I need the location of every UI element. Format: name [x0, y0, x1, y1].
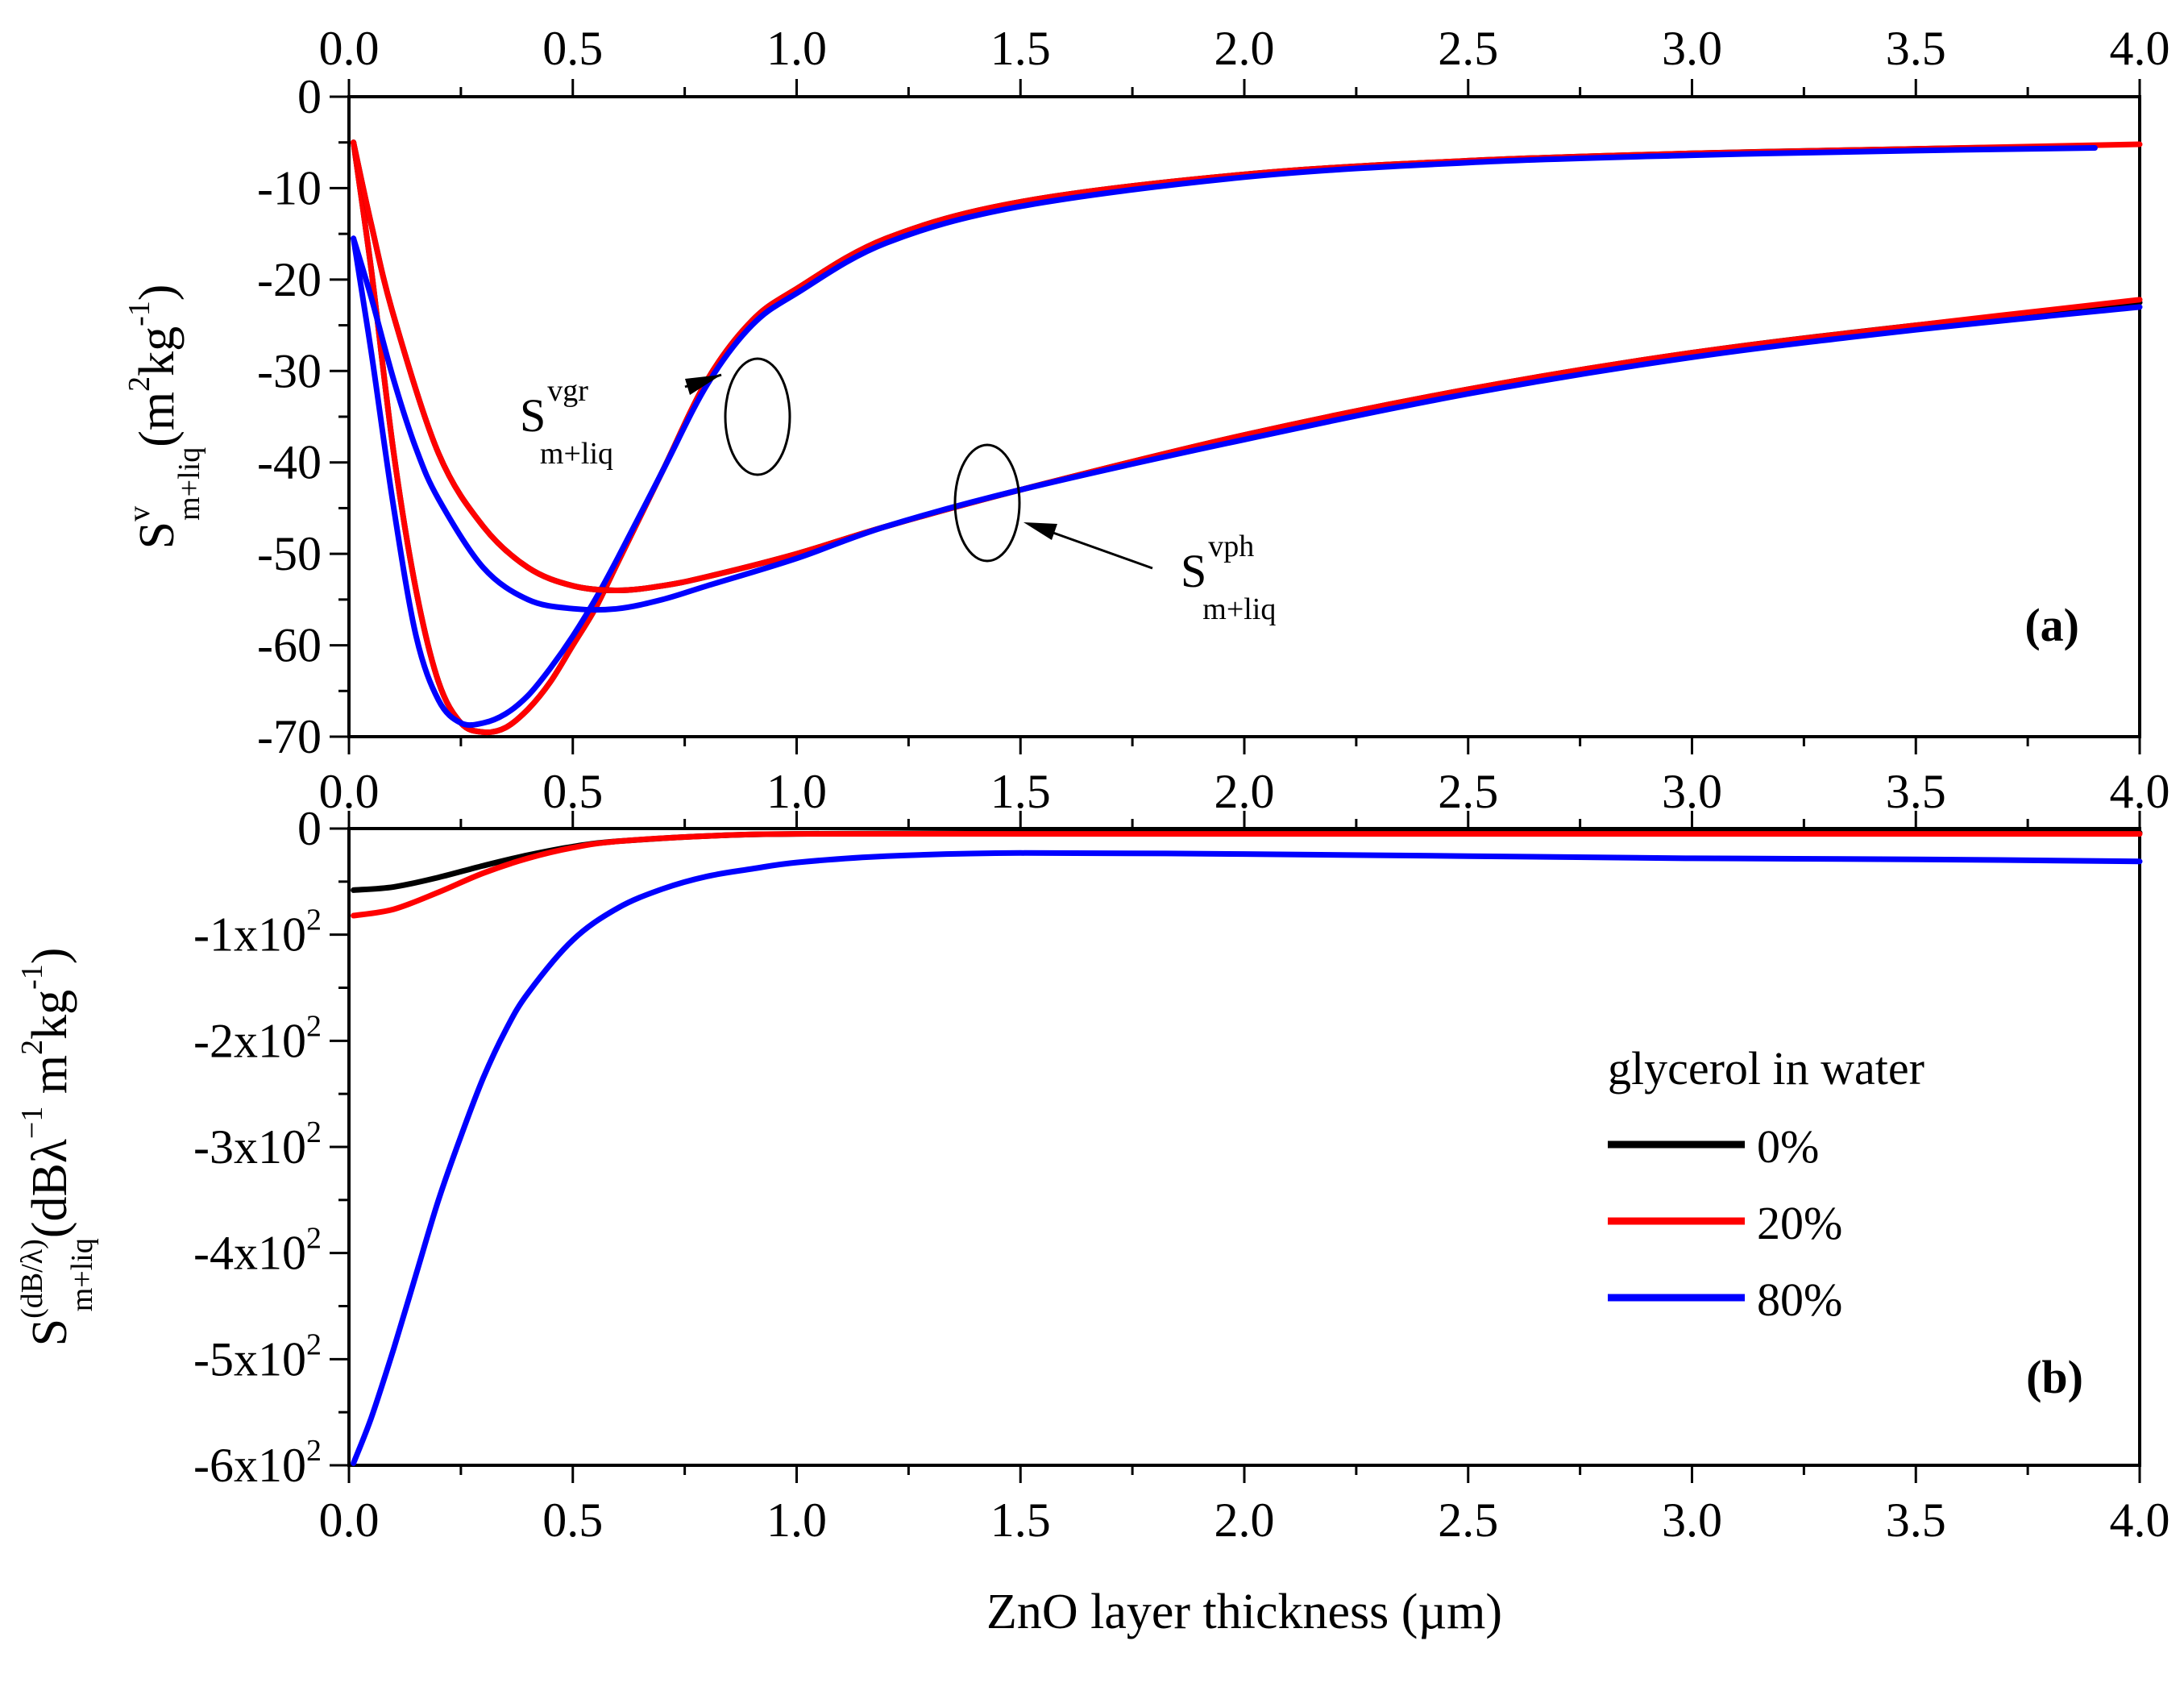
- x-tick-label-top: 4.0: [2110, 22, 2170, 75]
- panel-b-x-ticks: [347, 1465, 2141, 1483]
- panel-a-frame: [347, 95, 2141, 738]
- panel-a-y-tick-labels: 0 -10 -20 -30 -40 -50 -60 -70: [257, 70, 322, 763]
- panel-b-y-axis-label: S(dB/λ) m+liq(dBλ−1 m2kg-1): [15, 948, 99, 1347]
- annotation-vph-ellipse: [953, 443, 1021, 563]
- x-tick-label: 1.0: [766, 1494, 827, 1547]
- x-tick-label-top: 0.5: [542, 22, 603, 75]
- y-tick-label: -4x102: [193, 1222, 322, 1280]
- annotation-vgr-ellipse: [724, 357, 791, 476]
- legend-entry-1: 20%: [1608, 1197, 1842, 1249]
- panel-b-label: (b): [2026, 1351, 2083, 1403]
- x-tick-label: 2.0: [1214, 765, 1275, 818]
- y-tick-label: -3x102: [193, 1115, 322, 1174]
- panel-a-series: [351, 139, 2143, 736]
- x-tick-label-top: 0.0: [319, 22, 380, 75]
- y-tick-label: -1x102: [193, 904, 322, 962]
- panel-b-y-ticks: [330, 827, 349, 1467]
- series-line-20-: [351, 830, 2143, 919]
- panel-a-label: (a): [2024, 599, 2079, 651]
- series-line-80-vgr: [351, 145, 2098, 729]
- panel-a-y-ticks: [330, 95, 349, 738]
- y-tick-label: -70: [257, 710, 322, 763]
- series-line-80-vph: [351, 235, 2143, 613]
- x-tick-label: 2.0: [1214, 1494, 1275, 1547]
- panel-b-series: [351, 829, 2143, 1466]
- x-tick-label: 1.5: [990, 765, 1051, 818]
- x-tick-label: 3.5: [1886, 1494, 1946, 1547]
- x-tick-label: 2.5: [1438, 765, 1498, 818]
- legend-label-1: 20%: [1757, 1197, 1842, 1249]
- legend-entry-0: 0%: [1608, 1120, 1819, 1173]
- series-line-0-vph: [351, 139, 2143, 593]
- x-tick-label: 4.0: [2110, 1494, 2170, 1547]
- legend-title: glycerol in water: [1608, 1042, 1924, 1095]
- y-tick-label: -20: [257, 253, 322, 306]
- legend-entry-2: 80%: [1608, 1273, 1842, 1326]
- y-tick-label: -60: [257, 619, 322, 672]
- x-tick-label-top: 3.5: [1886, 22, 1946, 75]
- legend-label-0: 0%: [1757, 1120, 1819, 1173]
- panel-b-frame: [347, 827, 2141, 1467]
- x-tick-label: 1.5: [990, 1494, 1051, 1547]
- y-tick-label: -30: [257, 344, 322, 397]
- y-tick-label: -2x102: [193, 1009, 322, 1067]
- x-tick-label-top: 1.5: [990, 22, 1051, 75]
- y-tick-label: 0: [297, 802, 322, 855]
- x-tick-label-top: 2.0: [1214, 22, 1275, 75]
- panel-a-y-axis-label: Sv m+liq(m2kg-1): [122, 285, 206, 550]
- x-tick-label: 0.5: [542, 1494, 603, 1547]
- x-axis-label: ZnO layer thickness (µm): [986, 1585, 1502, 1639]
- annotation-vph: Svph m+liq: [953, 443, 1276, 626]
- series-line-20-vph: [351, 139, 2143, 593]
- annotation-vgr: Svgr m+liq: [520, 357, 791, 476]
- legend-label-2: 80%: [1757, 1273, 1842, 1326]
- x-tick-label: 0.0: [319, 765, 380, 818]
- panel-a-x-ticks: [347, 737, 2141, 754]
- series-line-80-: [351, 850, 2143, 1466]
- x-tick-label: 3.0: [1662, 765, 1722, 818]
- panel-a-x-ticks-top: [347, 79, 2141, 97]
- x-tick-label: 1.0: [766, 765, 827, 818]
- panel-b-y-tick-labels: 0 -1x102 -2x102 -3x102 -4x102 -5x102 -6x102: [193, 802, 322, 1492]
- y-tick-label: -40: [257, 436, 322, 489]
- y-tick-label: -10: [257, 161, 322, 214]
- annotation-vgr-arrowhead: [685, 375, 721, 395]
- x-tick-label: 3.0: [1662, 1494, 1722, 1547]
- x-tick-label: 0.5: [542, 765, 603, 818]
- panel-b-x-ticks-top: [347, 811, 2141, 829]
- x-tick-label-top: 2.5: [1438, 22, 1498, 75]
- y-tick-label: 0: [297, 70, 322, 123]
- y-tick-label: -5x102: [193, 1327, 322, 1385]
- x-tick-label-top: 1.0: [766, 22, 827, 75]
- y-tick-label: -6x102: [193, 1434, 322, 1492]
- annotation-vph-arrowhead: [1023, 522, 1057, 540]
- x-tick-label: 2.5: [1438, 1494, 1498, 1547]
- x-tick-label-top: 3.0: [1662, 22, 1722, 75]
- x-tick-label: 3.5: [1886, 765, 1946, 818]
- legend: glycerol in water 0% 20% 80%: [1608, 1042, 1924, 1326]
- y-tick-label: -50: [257, 527, 322, 580]
- panel-a-x-tick-labels: 0.0 0.0 0.5 0.5 1.0 1.0 1.5 1.5 2.0 2.0 2.5 2.5 3.0 3…: [319, 22, 2170, 818]
- x-tick-label: 0.0: [319, 1494, 380, 1547]
- panel-b-x-tick-labels: 0.0 0.5 1.0 1.5 2.0 2.5 3.0 3.5 4.0: [319, 1494, 2170, 1547]
- x-tick-label: 4.0: [2110, 765, 2170, 818]
